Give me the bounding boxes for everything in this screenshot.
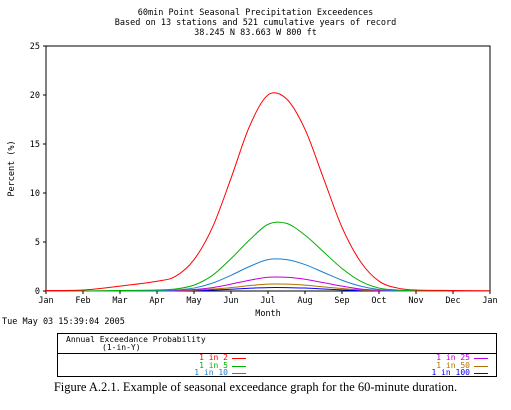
chart-title-block: 60min Point Seasonal Precipitation Excee… [0,8,511,38]
y-axis-label: Percent (%) [7,140,17,196]
legend-title: Annual Exceedance Probability [66,335,206,344]
series-line [45,221,490,292]
legend-item-1in25: 1 in 25 [436,354,488,362]
plot-frame [45,45,491,292]
series-line [45,92,491,292]
legend-swatch [232,357,246,359]
legend-box: Annual Exceedance Probability (1-in-Y) 1… [57,333,497,377]
legend-swatch [474,357,488,359]
legend-item-1in2: 1 in 2 [199,354,246,362]
x-tick-label: Apr [149,296,164,306]
y-tick-label: 0 [35,287,40,297]
x-tick-label: Sep [334,296,349,306]
legend-label: 1 in 100 [431,368,470,377]
x-tick-label: Jan [38,296,53,306]
tick-layer: 0 5 10 15 20 25 Jan Feb Mar Apr May Jun Jul Aug Sep Oct… [30,42,498,306]
legend-label: 1 in 2 [199,353,228,362]
legend-swatch [474,372,488,374]
x-axis-label: Month [255,309,281,319]
y-tick-label: 20 [30,91,40,101]
legend-subtitle: (1-in-Y) [102,343,141,352]
series-line [45,258,490,292]
legend-swatch [232,365,246,367]
x-tick-label: Mar [112,296,127,306]
timestamp: Tue May 03 15:39:04 2005 [2,317,125,327]
legend-label: 1 in 10 [194,368,228,377]
legend-item-1in100: 1 in 100 [431,369,488,377]
legend-label: 1 in 50 [436,361,470,370]
legend-item-1in5: 1 in 5 [199,362,246,370]
legend-swatch [232,372,246,374]
chart-subtitle: Based on 13 stations and 521 cumulative … [114,18,397,28]
x-tick-label: Jan [482,296,497,306]
legend-swatch [474,365,488,367]
x-tick-label: Dec [445,296,460,306]
legend-item-1in50: 1 in 50 [436,362,488,370]
y-tick-label: 25 [30,42,40,52]
x-tick-label: Nov [408,296,423,306]
legend-divider [58,353,496,354]
series-layer [45,92,491,292]
x-tick-label: Oct [371,296,386,306]
x-tick-label: Feb [75,296,90,306]
figure-caption: Figure A.2.1. Example of seasonal exceed… [53,380,458,394]
chart-title: 60min Point Seasonal Precipitation Excee… [137,8,374,18]
chart-canvas: 0 5 10 15 20 25 Jan Feb Mar Apr May Jun Jul Aug Sep Oct… [7,42,498,319]
y-tick-label: 10 [30,189,40,199]
y-tick-label: 5 [35,238,40,248]
x-tick-label: Jun [223,296,238,306]
legend-item-1in10: 1 in 10 [194,369,246,377]
y-tick-label: 15 [30,140,40,150]
x-tick-label: Jul [260,296,275,306]
chart-location: 38.245 N 83.663 W 800 ft [194,28,317,38]
x-tick-label: May [186,296,201,306]
legend-label: 1 in 5 [199,361,228,370]
legend-label: 1 in 25 [436,353,470,362]
x-tick-label: Aug [297,296,312,306]
